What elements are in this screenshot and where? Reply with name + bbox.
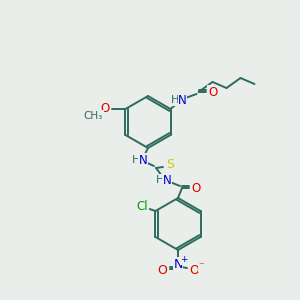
Text: H: H bbox=[171, 95, 180, 105]
Text: H: H bbox=[156, 175, 164, 185]
Text: N: N bbox=[139, 154, 147, 166]
Text: H: H bbox=[132, 155, 140, 165]
Text: O: O bbox=[189, 263, 199, 277]
Text: O: O bbox=[191, 182, 201, 194]
Text: ⁻: ⁻ bbox=[198, 261, 204, 271]
Text: N: N bbox=[173, 257, 183, 271]
Text: S: S bbox=[166, 158, 174, 172]
Text: Cl: Cl bbox=[137, 200, 148, 214]
Text: O: O bbox=[101, 103, 110, 116]
Text: CH₃: CH₃ bbox=[84, 111, 103, 121]
Text: N: N bbox=[163, 173, 171, 187]
Text: O: O bbox=[157, 263, 167, 277]
Text: N: N bbox=[178, 94, 187, 106]
Text: O: O bbox=[208, 85, 217, 98]
Text: +: + bbox=[180, 256, 188, 265]
